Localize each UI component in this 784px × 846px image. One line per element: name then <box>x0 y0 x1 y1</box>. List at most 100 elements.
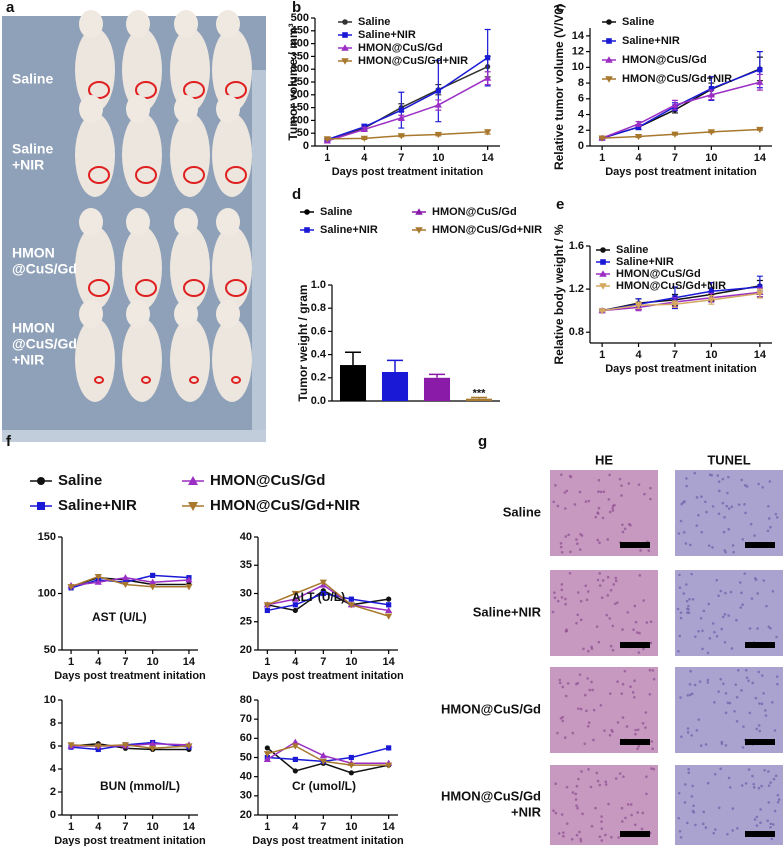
cell <box>592 738 595 742</box>
cell <box>730 647 734 650</box>
cell <box>633 823 637 827</box>
cell <box>763 769 766 772</box>
mouse <box>122 318 162 402</box>
error-bar <box>345 351 361 366</box>
cell <box>637 745 641 748</box>
mouse-head <box>79 208 103 236</box>
x-tick-label: 4 <box>95 821 102 833</box>
marker <box>386 596 392 602</box>
marker <box>671 101 679 108</box>
cell <box>752 786 756 789</box>
cell <box>747 679 750 682</box>
cell <box>621 820 624 823</box>
legend-label: HMON@CuS/Gd <box>358 42 443 54</box>
cell <box>621 530 625 534</box>
cell <box>686 611 689 614</box>
x-axis-label: Days post treatment initation <box>54 670 206 682</box>
error-bar <box>387 359 403 372</box>
cell <box>764 714 768 717</box>
marker <box>263 751 271 758</box>
ruler <box>2 430 266 442</box>
tumor-outline <box>141 376 151 384</box>
cell <box>574 792 578 796</box>
cell <box>707 544 711 547</box>
cell <box>676 607 680 611</box>
cell <box>743 572 747 575</box>
cell <box>609 588 613 592</box>
cell <box>611 506 615 510</box>
cell <box>744 668 748 672</box>
mouse <box>212 318 252 402</box>
panel-label: g <box>478 433 487 450</box>
cell <box>715 578 719 582</box>
cell <box>761 485 764 489</box>
cell <box>725 504 729 508</box>
cell <box>708 637 712 640</box>
legend-marker <box>605 56 613 63</box>
cell <box>578 548 582 551</box>
cell <box>682 592 686 595</box>
cell <box>726 832 729 836</box>
cell <box>685 583 688 586</box>
marker <box>185 584 193 591</box>
panel-label: d <box>292 186 301 203</box>
cell <box>579 533 582 536</box>
marker <box>291 738 299 745</box>
cell <box>753 818 757 821</box>
cell <box>631 691 635 694</box>
cell <box>731 829 735 832</box>
scale-bar <box>745 542 775 548</box>
cell <box>720 627 724 631</box>
cell <box>564 507 567 510</box>
cell <box>701 647 704 651</box>
cell <box>677 816 681 820</box>
cell <box>651 747 654 750</box>
cell <box>689 669 692 673</box>
cell <box>611 624 615 628</box>
cell <box>711 546 714 549</box>
marker <box>757 67 763 73</box>
y-tick-label: 0 <box>50 809 56 821</box>
cell <box>558 681 562 685</box>
cell <box>686 694 690 697</box>
cell <box>637 651 641 654</box>
cell <box>641 811 645 815</box>
bar <box>381 372 409 401</box>
mouse <box>75 28 115 112</box>
annotation: AST (U/L) <box>92 610 147 624</box>
cell <box>721 501 725 505</box>
cell <box>559 545 563 549</box>
cell <box>603 729 606 732</box>
marker <box>385 762 393 769</box>
legend-marker <box>600 247 606 253</box>
cell <box>706 681 710 684</box>
cell <box>769 626 772 630</box>
legend-marker <box>188 502 198 511</box>
marker <box>348 770 354 776</box>
y-tick-label: 0.8 <box>311 302 326 314</box>
y-tick-label: 50 <box>297 127 309 139</box>
cell <box>762 579 766 582</box>
cell <box>626 803 630 806</box>
cell <box>564 535 568 538</box>
cell <box>644 726 647 729</box>
cell <box>640 827 644 831</box>
y-tick-label: 4 <box>50 763 57 775</box>
y-tick-label: 450 <box>291 25 309 37</box>
marker <box>635 124 642 130</box>
tumor-outline <box>231 376 241 384</box>
cell <box>706 678 710 682</box>
cell <box>688 693 692 697</box>
cell <box>695 524 699 527</box>
legend-marker <box>304 209 310 215</box>
cell <box>645 792 648 796</box>
marker <box>434 131 442 139</box>
cell <box>677 791 681 795</box>
cell <box>718 489 721 493</box>
cell <box>688 597 691 601</box>
cell <box>597 506 601 510</box>
tumor-outline <box>135 81 157 99</box>
cell <box>776 682 779 686</box>
tumor-outline <box>183 279 205 297</box>
cell <box>586 677 589 680</box>
